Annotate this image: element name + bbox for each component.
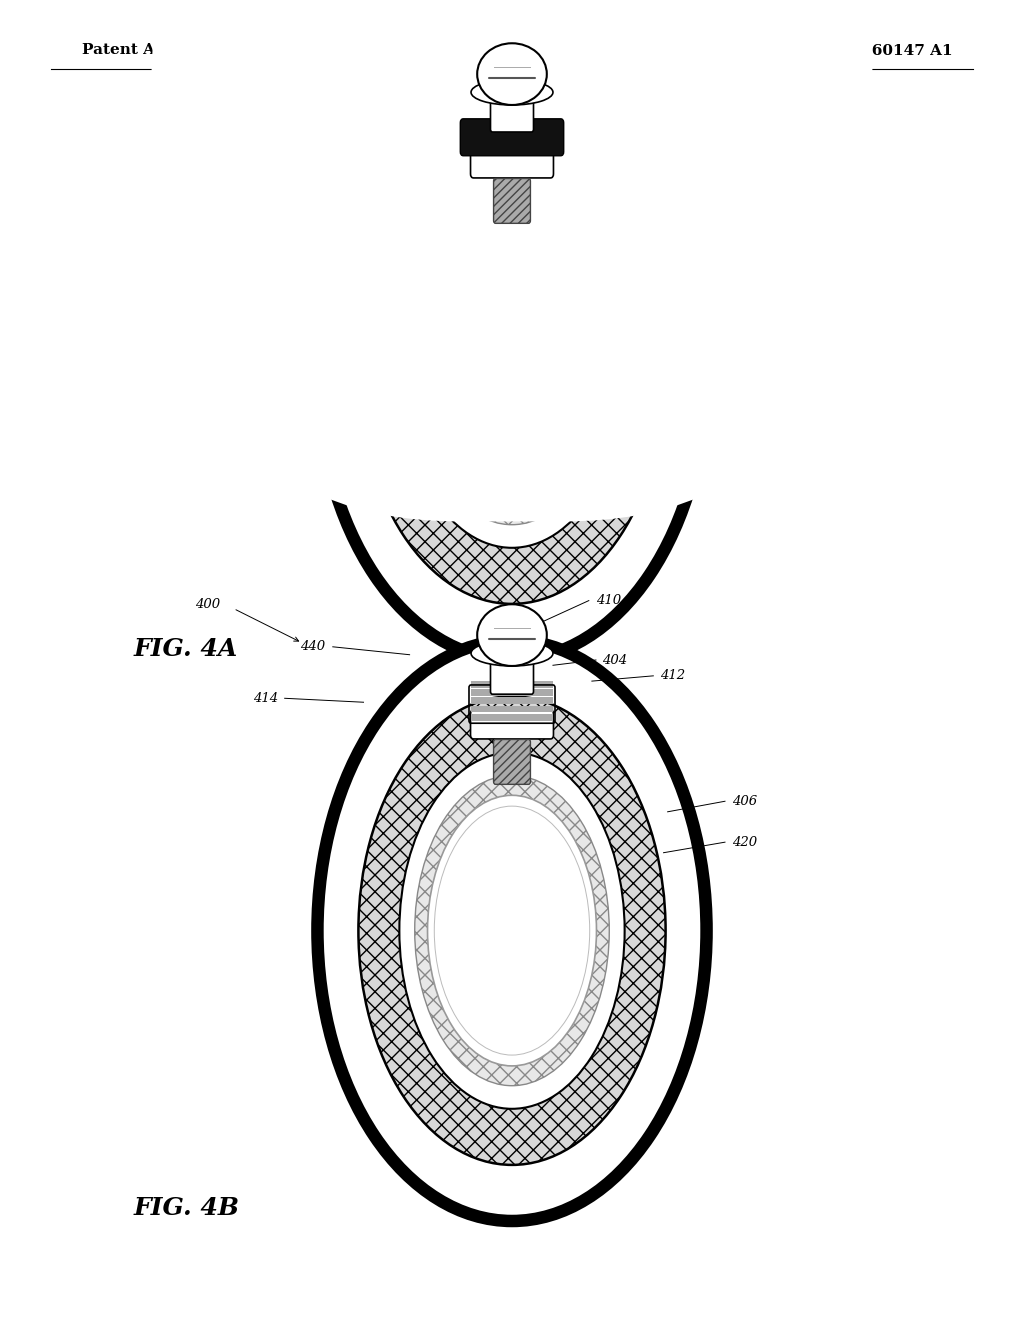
FancyBboxPatch shape <box>461 119 563 156</box>
Text: 400: 400 <box>195 123 220 136</box>
FancyBboxPatch shape <box>471 710 553 739</box>
Ellipse shape <box>358 135 666 605</box>
Bar <box>471 689 553 696</box>
Text: 402: 402 <box>266 183 292 197</box>
Text: 414: 414 <box>253 692 279 705</box>
Bar <box>471 697 553 704</box>
FancyBboxPatch shape <box>490 656 534 694</box>
Ellipse shape <box>317 79 707 660</box>
FancyBboxPatch shape <box>494 178 530 223</box>
Text: 404: 404 <box>602 653 628 667</box>
Ellipse shape <box>358 697 666 1166</box>
Text: 420: 420 <box>732 836 758 849</box>
Ellipse shape <box>415 776 609 1085</box>
Text: 406: 406 <box>732 795 758 808</box>
Text: FIG. 4A: FIG. 4A <box>133 638 238 661</box>
Text: 412: 412 <box>660 199 686 213</box>
Ellipse shape <box>428 235 596 504</box>
Text: US 2013/0060147 A1: US 2013/0060147 A1 <box>773 44 952 57</box>
Ellipse shape <box>399 752 625 1109</box>
Ellipse shape <box>434 807 590 1055</box>
Text: FIG. 4B: FIG. 4B <box>133 1196 240 1220</box>
Text: 404: 404 <box>602 182 628 195</box>
Text: 420: 420 <box>732 366 758 379</box>
Ellipse shape <box>477 44 547 106</box>
Ellipse shape <box>415 214 609 525</box>
FancyBboxPatch shape <box>152 0 872 521</box>
Text: 414: 414 <box>253 222 279 235</box>
FancyBboxPatch shape <box>490 87 534 132</box>
Text: Mar. 7, 2013  Sheet 4 of 12: Mar. 7, 2013 Sheet 4 of 12 <box>335 44 566 57</box>
Ellipse shape <box>399 191 625 548</box>
Bar <box>471 706 553 713</box>
Ellipse shape <box>471 640 553 667</box>
Text: Patent Application Publication: Patent Application Publication <box>82 44 344 57</box>
Text: 410: 410 <box>596 119 622 132</box>
Text: 410: 410 <box>596 594 622 607</box>
Ellipse shape <box>434 246 590 494</box>
Text: 440: 440 <box>300 640 326 653</box>
Text: 412: 412 <box>660 669 686 682</box>
Ellipse shape <box>477 605 547 667</box>
Text: 406: 406 <box>732 323 758 337</box>
Ellipse shape <box>471 79 553 106</box>
FancyBboxPatch shape <box>471 149 553 178</box>
Bar <box>471 681 553 688</box>
FancyBboxPatch shape <box>494 739 530 784</box>
Ellipse shape <box>428 795 596 1067</box>
Text: 400: 400 <box>195 598 220 611</box>
Bar <box>471 714 553 721</box>
Ellipse shape <box>317 640 707 1221</box>
